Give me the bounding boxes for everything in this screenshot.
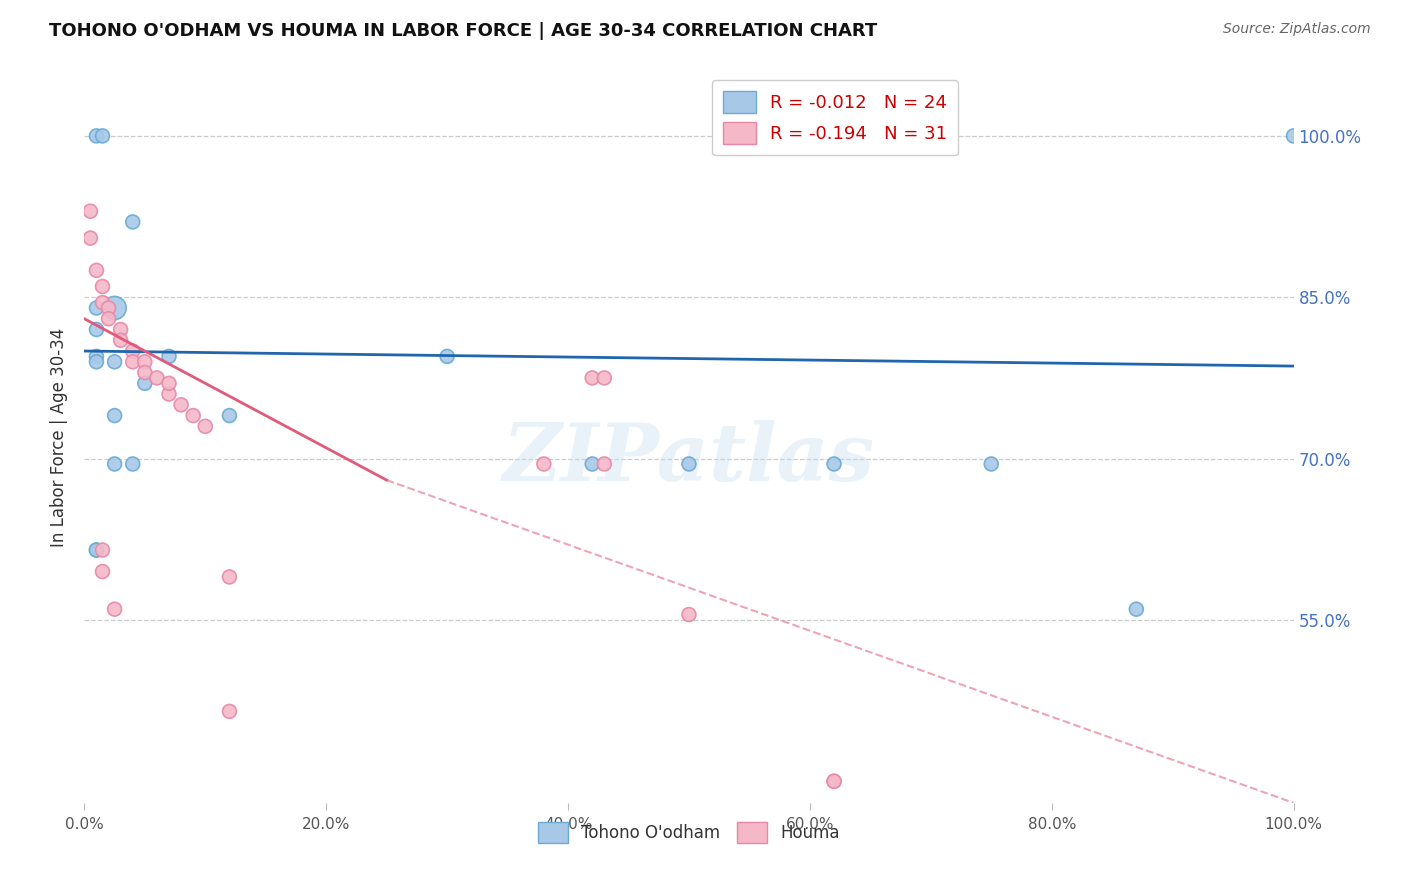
Point [121, 457, 143, 471]
Point [678, 457, 700, 471]
Point [86, 301, 108, 315]
Point [134, 355, 156, 369]
Point [91, 128, 114, 143]
Point [218, 705, 240, 719]
Point [170, 398, 193, 412]
Point [593, 371, 616, 385]
Point [86, 128, 108, 143]
Point [97, 311, 120, 326]
Point [86, 355, 108, 369]
Point [581, 371, 603, 385]
Point [157, 376, 180, 391]
Point [110, 322, 132, 336]
Point [104, 602, 127, 616]
Point [86, 322, 108, 336]
Point [1125, 602, 1147, 616]
Point [104, 355, 127, 369]
Y-axis label: In Labor Force | Age 30-34: In Labor Force | Age 30-34 [51, 327, 69, 547]
Point [823, 774, 845, 789]
Text: Source: ZipAtlas.com: Source: ZipAtlas.com [1223, 22, 1371, 37]
Point [194, 419, 217, 434]
Point [823, 774, 845, 789]
Point [593, 457, 616, 471]
Point [1282, 128, 1305, 143]
Point [121, 344, 143, 359]
Point [533, 457, 555, 471]
Point [91, 279, 114, 293]
Text: TOHONO O'ODHAM VS HOUMA IN LABOR FORCE | AGE 30-34 CORRELATION CHART: TOHONO O'ODHAM VS HOUMA IN LABOR FORCE |… [49, 22, 877, 40]
Point [146, 371, 169, 385]
Point [86, 543, 108, 558]
Point [218, 409, 240, 423]
Point [86, 350, 108, 364]
Point [121, 355, 143, 369]
Point [91, 295, 114, 310]
Point [157, 387, 180, 401]
Point [678, 607, 700, 622]
Point [110, 333, 132, 347]
Point [436, 350, 458, 364]
Point [980, 457, 1002, 471]
Point [581, 457, 603, 471]
Point [823, 457, 845, 471]
Point [104, 301, 127, 315]
Point [91, 543, 114, 558]
Point [121, 215, 143, 229]
Point [91, 565, 114, 579]
Point [97, 301, 120, 315]
Point [79, 231, 101, 245]
Point [134, 376, 156, 391]
Point [218, 570, 240, 584]
Legend: Tohono O'odham, Houma: Tohono O'odham, Houma [531, 815, 846, 849]
Point [86, 543, 108, 558]
Point [79, 204, 101, 219]
Text: ZIPatlas: ZIPatlas [503, 420, 875, 498]
Point [157, 350, 180, 364]
Point [86, 263, 108, 277]
Point [104, 409, 127, 423]
Point [181, 409, 204, 423]
Point [104, 457, 127, 471]
Point [134, 366, 156, 380]
